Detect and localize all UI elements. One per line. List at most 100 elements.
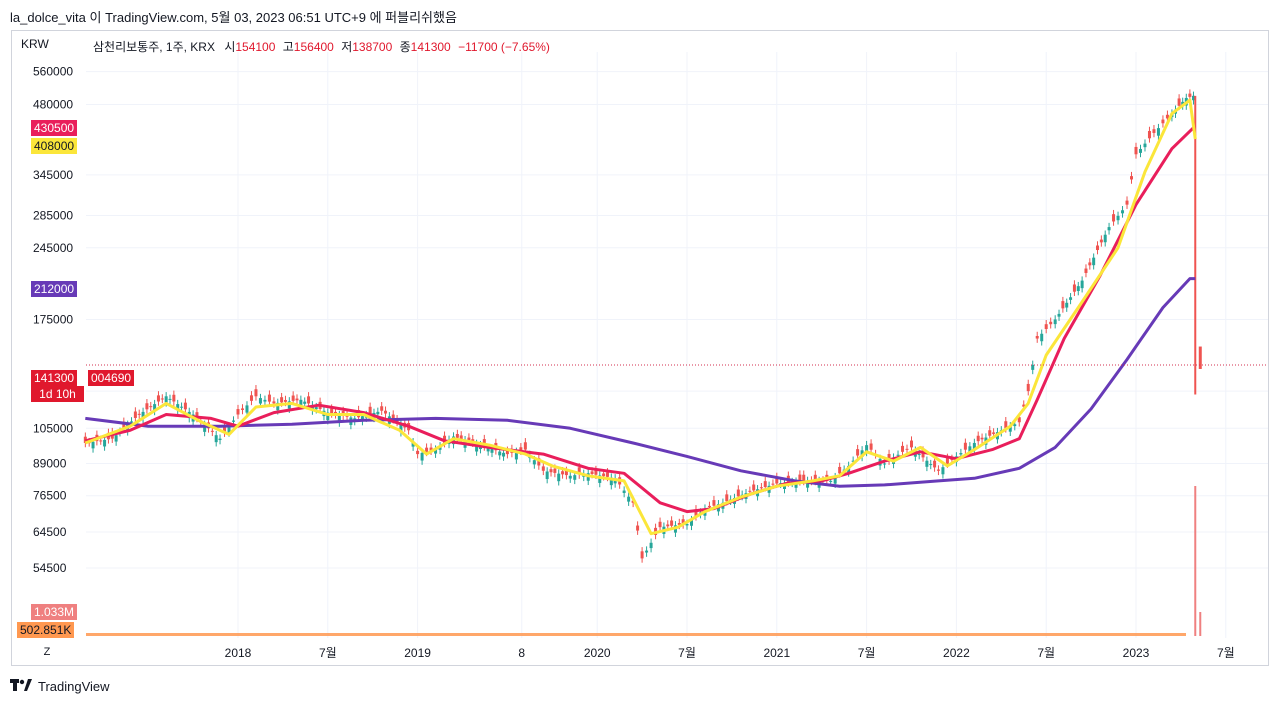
symbol-label[interactable]: 삼천리보통주, 1주, KRX <box>93 40 215 54</box>
candle-body <box>240 408 244 410</box>
footer-brand[interactable]: TradingView <box>10 678 110 694</box>
y-tick-label: 76500 <box>33 489 67 503</box>
close-label: 종 <box>399 40 411 54</box>
x-tick-label: 2019 <box>404 646 431 660</box>
candle-body <box>992 432 996 434</box>
candle-body <box>590 471 594 474</box>
y-tick-label: 175000 <box>33 312 73 326</box>
candle-body <box>945 457 949 464</box>
open-value: 154100 <box>235 40 276 54</box>
candle-body <box>1084 268 1088 273</box>
candle-body <box>677 523 681 525</box>
candle-body <box>921 450 925 458</box>
candle-body <box>214 435 218 443</box>
tradingview-brand-text: TradingView <box>38 678 110 694</box>
candle-body <box>636 525 640 531</box>
x-tick-label: 7월 <box>319 646 337 660</box>
candle-body <box>411 442 415 447</box>
candle-body <box>490 448 494 453</box>
price-code-badge: 004690 <box>88 370 135 386</box>
candle-body <box>1096 245 1100 251</box>
y-tick-label: 89000 <box>33 456 67 470</box>
candle-body <box>905 448 909 450</box>
ma-purple-line <box>85 277 1196 488</box>
candle-body <box>959 453 963 455</box>
candle-body <box>950 458 954 461</box>
volume-ma-badge: 502.851K <box>17 622 75 638</box>
candle-body <box>1061 301 1065 309</box>
candle-body <box>1053 319 1057 325</box>
candle-body <box>498 451 502 456</box>
candle-body <box>1022 404 1026 407</box>
candle-body <box>99 440 103 442</box>
candle-body <box>376 411 380 415</box>
candle-body <box>925 460 929 467</box>
candle-body <box>972 442 976 451</box>
candle-body <box>658 521 662 528</box>
candle-body <box>712 500 716 506</box>
candle-body <box>1065 302 1069 308</box>
candle-body <box>627 496 631 502</box>
candle-body <box>103 439 107 447</box>
open-label: 시 <box>224 40 236 54</box>
close-value: 141300 <box>410 40 451 54</box>
candle-body <box>851 460 855 462</box>
low-label: 저 <box>341 40 353 54</box>
candle-body <box>545 471 549 480</box>
ma-yellow-badge: 408000 <box>31 138 78 154</box>
candle-body <box>1049 321 1053 325</box>
y-tick-label: 54500 <box>33 561 67 575</box>
candle-body <box>145 403 149 410</box>
candle-body <box>763 481 767 487</box>
candle-body <box>976 435 980 442</box>
volume-area <box>86 633 1186 636</box>
candle-body <box>176 404 180 411</box>
ohlc-legend: 삼천리보통주, 1주, KRX 시154100 고156400 저138700 … <box>93 38 550 55</box>
candle-body <box>399 424 403 433</box>
low-value: 138700 <box>352 40 393 54</box>
candle-body <box>1026 383 1030 392</box>
candle-body <box>232 420 236 422</box>
candle-body <box>532 460 536 465</box>
x-tick-label: 2020 <box>584 646 611 660</box>
candle-body <box>561 471 565 475</box>
candle-body <box>303 401 307 404</box>
candle-body <box>798 474 802 482</box>
candle-body <box>537 458 541 466</box>
candle-body <box>694 509 698 517</box>
candle-body <box>689 520 693 526</box>
candle-body <box>1057 313 1061 317</box>
candle-body <box>459 435 463 439</box>
candle-body <box>917 454 921 456</box>
candle-body <box>622 490 626 493</box>
candle-body <box>609 477 613 486</box>
candle-body <box>280 397 284 403</box>
candle-body <box>736 489 740 497</box>
candle-body <box>1008 426 1012 432</box>
candle-body <box>180 406 184 408</box>
candle-body <box>573 475 577 480</box>
candle-body <box>91 441 95 449</box>
log-scale-button[interactable]: Z <box>43 646 51 658</box>
volume-last-badge: 1.033M <box>31 604 78 620</box>
candle-body <box>137 413 141 415</box>
candle-body <box>523 442 527 450</box>
candle-body <box>1147 130 1151 139</box>
candle-body <box>164 396 168 403</box>
candle-body <box>1107 227 1111 231</box>
y-tick-label: 64500 <box>33 525 67 539</box>
high-label: 고 <box>282 40 294 54</box>
candle-body <box>833 477 837 484</box>
x-tick-label: 2023 <box>1123 646 1150 660</box>
candle-body <box>1072 284 1076 292</box>
candle-body <box>156 395 160 402</box>
publish-header: la_dolce_vita 이 TradingView.com, 5월 03, … <box>10 10 457 25</box>
candle-body <box>1161 119 1165 124</box>
candle-body <box>245 405 249 413</box>
candle-body <box>1099 239 1103 243</box>
currency-label[interactable]: KRW <box>21 37 49 51</box>
candle-body <box>802 474 806 481</box>
candle-body <box>963 442 967 450</box>
candle-body <box>860 450 864 457</box>
